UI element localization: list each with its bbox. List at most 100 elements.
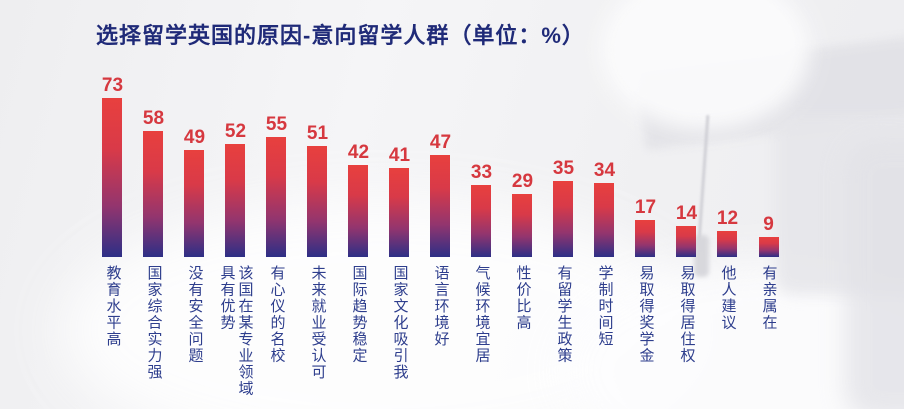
bar-value-label: 34 (593, 160, 616, 181)
bar-value-label: 58 (142, 108, 165, 129)
bar-chart: 73 教育水平高 58 国家综合实力强 49 没有安全问题 (92, 75, 789, 407)
bar (676, 226, 697, 257)
bar-column: 33 气候环境宜居 (461, 75, 502, 407)
bar-category-zone: 气候环境宜居 (473, 265, 491, 407)
bar-column: 47 语言环境好 (420, 75, 461, 407)
bar-category-label: 有心仪的名校 (268, 265, 286, 364)
bar-zone: 47 (430, 75, 451, 257)
bar-zone: 35 (553, 75, 574, 257)
background-cap-crown (775, 115, 904, 295)
bar-category-zone: 国家文化吸引我 (391, 265, 409, 407)
bar-category-label: 学制时间短 (596, 265, 614, 348)
bar-value-label: 49 (183, 127, 206, 148)
bar-zone: 17 (635, 75, 656, 257)
bar-category-zone: 没有安全问题 (186, 265, 204, 407)
bar-column: 58 国家综合实力强 (133, 75, 174, 407)
bar-zone: 34 (594, 75, 615, 257)
bar-category-zone: 国家综合实力强 (145, 265, 163, 407)
bar-category-label: 教育水平高 (104, 265, 122, 348)
chart-title: 选择留学英国的原因-意向留学人群（单位：%） (96, 23, 585, 48)
bar-category-label: 国家综合实力强 (145, 265, 163, 381)
bar-category-label: 气候环境宜居 (473, 265, 491, 364)
bar (635, 220, 656, 257)
bar-category-label: 国际趋势稳定 (350, 265, 368, 364)
bar-value-label: 35 (552, 158, 575, 179)
bar (102, 98, 123, 257)
bar-column: 29 性价比高 (502, 75, 543, 407)
bar-zone: 33 (471, 75, 492, 257)
bar-category-zone: 有留学生政策 (555, 265, 573, 407)
bar-zone: 58 (143, 75, 164, 257)
bar-zone: 73 (102, 75, 123, 257)
bar-category-zone: 易取得居住权 (678, 265, 696, 407)
bar-category-label: 国家文化吸引我 (391, 265, 409, 381)
bar-zone: 9 (758, 75, 779, 257)
bar-column: 35 有留学生政策 (543, 75, 584, 407)
bar-value-label: 17 (634, 197, 657, 218)
bar-category-zone: 有亲属在 (760, 265, 778, 407)
bar-column: 17 易取得奖学金 (625, 75, 666, 407)
bar-category-label: 未来就业受认可 (309, 265, 327, 381)
bar-value-label: 9 (763, 214, 774, 235)
bar-category-label: 该国在某专业领域具有优势 (218, 265, 254, 397)
bar (143, 131, 164, 257)
bar-category-label: 他人建议 (719, 265, 737, 331)
bar-category-zone: 学制时间短 (596, 265, 614, 407)
bar-category-label: 有留学生政策 (555, 265, 573, 364)
bar-column: 51 未来就业受认可 (297, 75, 338, 407)
bar-value-label: 73 (101, 75, 124, 96)
bar-value-label: 47 (429, 132, 452, 153)
bar-zone: 42 (348, 75, 369, 257)
bar-value-label: 51 (306, 123, 329, 144)
bar-column: 73 教育水平高 (92, 75, 133, 407)
bar (307, 146, 328, 257)
bar-category-zone: 该国在某专业领域具有优势 (218, 265, 254, 407)
bar-value-label: 42 (347, 142, 370, 163)
bar-zone: 14 (676, 75, 697, 257)
bar-zone: 55 (266, 75, 287, 257)
bar-column: 55 有心仪的名校 (256, 75, 297, 407)
bar-column: 52 该国在某专业领域具有优势 (215, 75, 256, 407)
bar-category-zone: 有心仪的名校 (268, 265, 286, 407)
bar (225, 144, 246, 257)
bar-zone: 49 (184, 75, 205, 257)
bar-zone: 51 (307, 75, 328, 257)
bar-column: 41 国家文化吸引我 (379, 75, 420, 407)
bar (758, 237, 779, 257)
bar-category-zone: 教育水平高 (104, 265, 122, 407)
bar-zone: 29 (512, 75, 533, 257)
bar-column: 9 有亲属在 (748, 75, 789, 407)
bar-column: 12 他人建议 (707, 75, 748, 407)
bar-category-zone: 性价比高 (514, 265, 532, 407)
bar (717, 231, 738, 257)
bar-zone: 12 (717, 75, 738, 257)
bar (512, 194, 533, 257)
bar-category-label: 易取得奖学金 (637, 265, 655, 364)
bar (430, 155, 451, 257)
bar-zone: 52 (225, 75, 246, 257)
bar-value-label: 33 (470, 162, 493, 183)
bar-category-label: 易取得居住权 (678, 265, 696, 364)
bar (471, 185, 492, 257)
bar-category-label: 没有安全问题 (186, 265, 204, 364)
bar-category-label: 语言环境好 (432, 265, 450, 348)
bar-value-label: 14 (675, 203, 698, 224)
bar-category-zone: 易取得奖学金 (637, 265, 655, 407)
bar-zone: 41 (389, 75, 410, 257)
bar-columns: 73 教育水平高 58 国家综合实力强 49 没有安全问题 (92, 75, 789, 407)
bar-column: 14 易取得居住权 (666, 75, 707, 407)
bar-value-label: 55 (265, 114, 288, 135)
bar-column: 49 没有安全问题 (174, 75, 215, 407)
bar (553, 181, 574, 257)
bar (389, 168, 410, 257)
background-sleeve (845, 140, 904, 409)
bar-value-label: 41 (388, 145, 411, 166)
bar-category-label: 有亲属在 (760, 265, 778, 331)
bar (594, 183, 615, 257)
bar-value-label: 12 (716, 208, 739, 229)
bar-category-zone: 国际趋势稳定 (350, 265, 368, 407)
bar-column: 42 国际趋势稳定 (338, 75, 379, 407)
bar-category-zone: 他人建议 (719, 265, 737, 407)
bar (348, 165, 369, 257)
